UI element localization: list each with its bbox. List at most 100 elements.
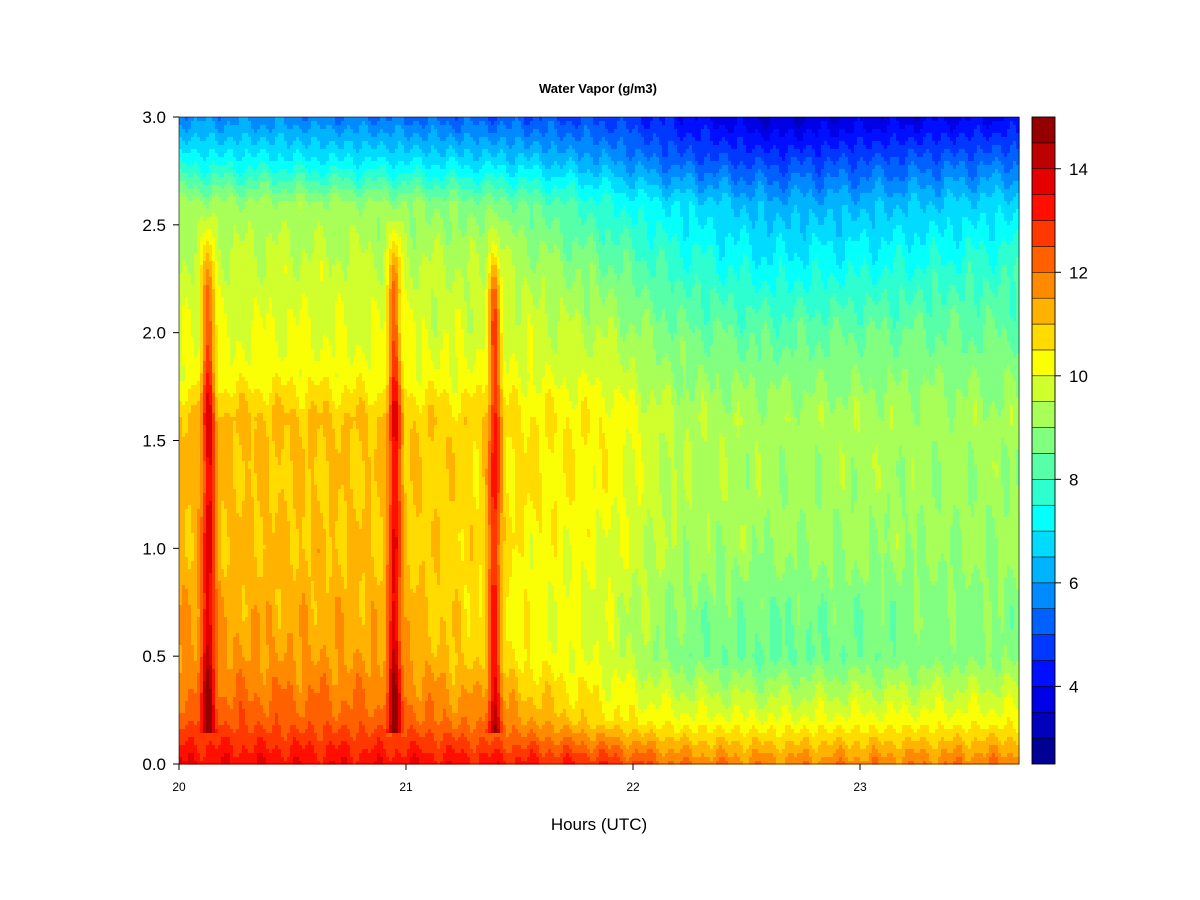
contour-cell xyxy=(905,177,912,182)
contour-cell xyxy=(500,265,516,270)
contour-cell xyxy=(926,205,936,210)
contour-cell xyxy=(926,265,957,270)
contour-cell xyxy=(647,261,657,266)
contour-cell xyxy=(857,341,867,346)
contour-cell xyxy=(533,177,540,182)
contour-cell xyxy=(662,181,672,186)
contour-cell xyxy=(398,253,405,258)
contour-cell xyxy=(764,217,777,222)
contour-cell xyxy=(905,293,915,298)
contour-cell xyxy=(263,277,297,282)
contour-cell xyxy=(755,145,762,150)
contour-cell xyxy=(188,305,201,310)
contour-cell xyxy=(386,225,405,230)
contour-cell xyxy=(947,217,951,222)
contour-cell xyxy=(656,273,669,278)
contour-cell xyxy=(677,145,690,150)
contour-cell xyxy=(785,221,792,226)
contour-cell xyxy=(422,377,453,382)
contour-cell xyxy=(182,169,201,174)
contour-cell xyxy=(218,341,231,346)
contour-cell xyxy=(596,281,633,286)
contour-cell xyxy=(1007,337,1020,342)
contour-cell xyxy=(260,185,270,190)
contour-cell xyxy=(392,329,399,334)
contour-cell xyxy=(371,301,378,306)
contour-cell xyxy=(794,313,810,318)
contour-cell xyxy=(389,345,393,350)
contour-cell xyxy=(236,157,243,162)
contour-cell xyxy=(971,189,978,194)
contour-cell xyxy=(602,137,606,142)
contour-cell xyxy=(764,185,780,190)
contour-cell xyxy=(791,213,801,218)
contour-cell xyxy=(794,133,804,138)
contour-cell xyxy=(356,353,366,358)
contour-cell xyxy=(995,157,999,162)
contour-cell xyxy=(971,373,978,378)
contour-cell xyxy=(803,297,831,302)
contour-cell xyxy=(422,253,426,258)
contour-cell xyxy=(851,373,861,378)
contour-cell xyxy=(386,349,390,354)
contour-cell xyxy=(353,189,366,194)
contour-cell xyxy=(557,345,585,350)
contour-cell xyxy=(908,153,918,158)
contour-cell xyxy=(224,305,255,310)
contour-cell xyxy=(455,157,474,162)
contour-cell xyxy=(401,289,408,294)
contour-cell xyxy=(935,269,957,274)
contour-cell xyxy=(272,377,282,382)
contour-cell xyxy=(716,269,729,274)
contour-cell xyxy=(947,133,960,138)
contour-cell xyxy=(857,161,867,166)
contour-cell xyxy=(470,257,480,262)
contour-cell xyxy=(497,129,525,134)
contour-cell xyxy=(404,285,414,290)
contour-cell xyxy=(773,357,780,362)
contour-cell xyxy=(236,225,249,230)
contour-cell xyxy=(335,261,342,266)
contour-cell xyxy=(719,169,729,174)
contour-cell xyxy=(389,233,399,238)
contour-cell xyxy=(698,201,705,206)
contour-cell xyxy=(614,293,636,298)
contour-cell xyxy=(824,369,852,374)
contour-cell xyxy=(503,345,528,350)
contour-cell xyxy=(398,185,417,190)
contour-cell xyxy=(998,205,1002,210)
contour-cell xyxy=(758,201,765,206)
contour-cell xyxy=(644,189,663,194)
contour-cell xyxy=(392,361,399,366)
contour-cell xyxy=(245,237,255,242)
contour-cell xyxy=(362,349,372,354)
contour-cell xyxy=(968,345,978,350)
contour-cell xyxy=(551,369,582,374)
contour-cell xyxy=(845,277,873,282)
contour-cell xyxy=(848,265,855,270)
contour-cell xyxy=(467,225,480,230)
contour-cell xyxy=(644,165,663,170)
contour-cell xyxy=(299,369,303,374)
contour-cell xyxy=(386,249,390,254)
contour-cell xyxy=(263,321,267,326)
contour-cell xyxy=(944,229,954,234)
contour-cell xyxy=(578,213,588,218)
contour-cell xyxy=(518,181,543,186)
contour-cell xyxy=(284,157,294,162)
contour-cell xyxy=(392,357,399,362)
contour-cell xyxy=(1004,181,1014,186)
contour-cell xyxy=(902,253,930,258)
contour-cell xyxy=(788,185,795,190)
contour-cell xyxy=(977,373,1005,378)
contour-cell xyxy=(572,285,585,290)
contour-cell xyxy=(386,241,390,246)
contour-cell xyxy=(422,341,429,346)
contour-cell xyxy=(815,233,837,238)
contour-cell xyxy=(941,173,969,178)
contour-cell xyxy=(500,317,504,322)
contour-cell xyxy=(386,381,390,386)
contour-cell xyxy=(401,377,405,382)
contour-cell xyxy=(233,173,240,178)
contour-cell xyxy=(491,317,495,322)
